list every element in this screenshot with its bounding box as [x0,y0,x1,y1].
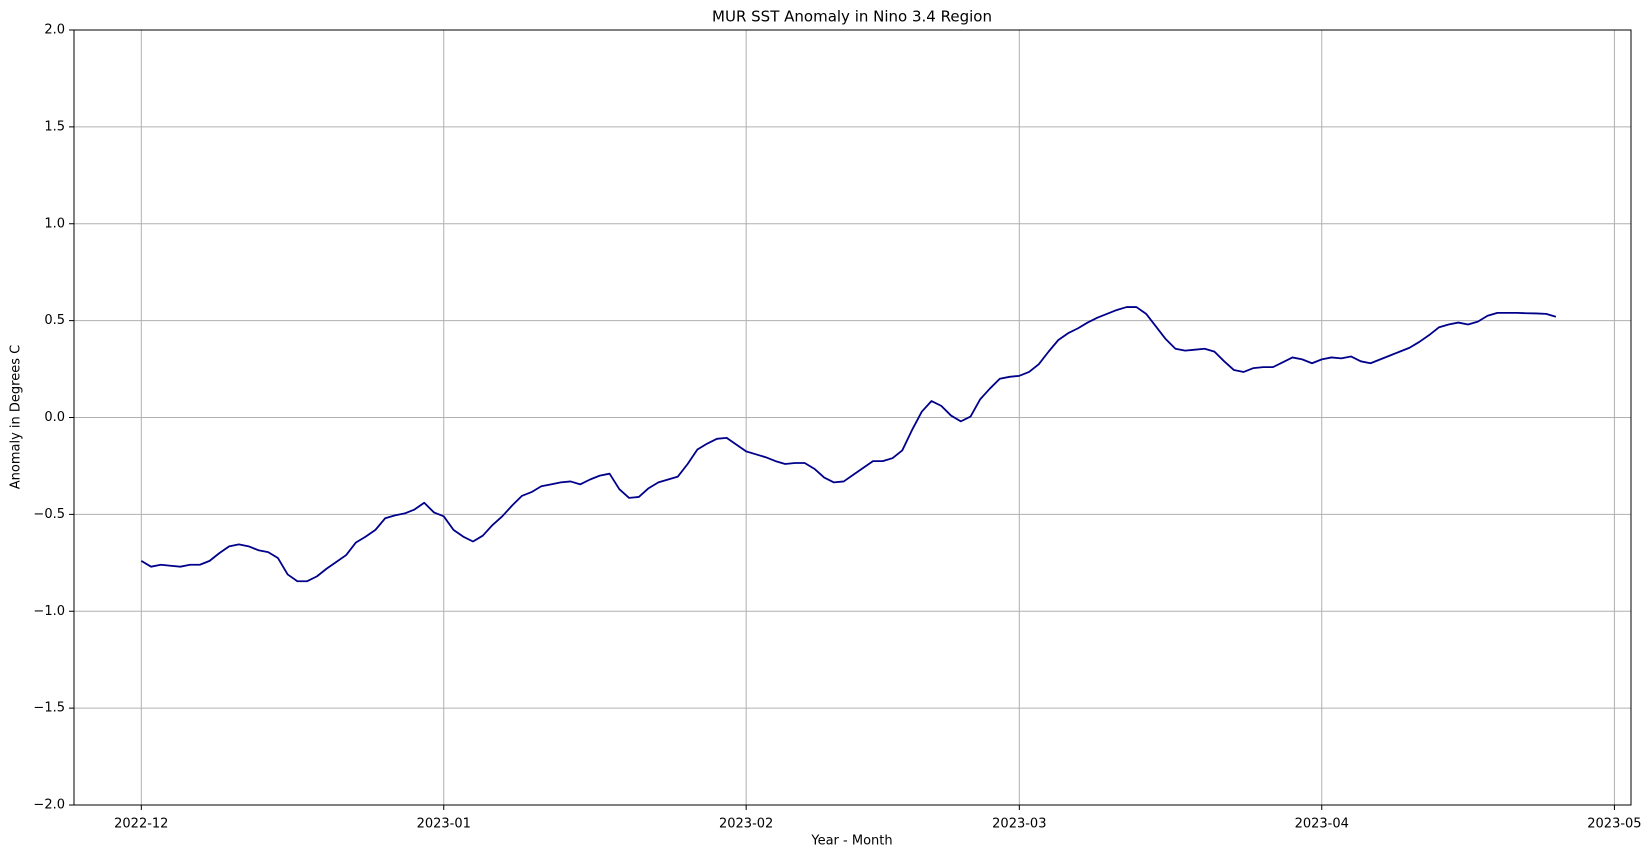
y-tick-label: −0.5 [33,507,65,522]
x-tick-label: 2023-01 [417,817,471,832]
data-line [140,306,1557,583]
y-tick-label: 0.5 [44,313,65,328]
y-tick-label: 1.0 [44,216,65,231]
y-tick-label: −1.5 [33,701,65,716]
chart-title: MUR SST Anomaly in Nino 3.4 Region [712,8,992,26]
x-tick-label: 2023-03 [992,817,1046,832]
x-tick-label: 2023-04 [1295,817,1349,832]
y-tick-label: 1.5 [44,119,65,134]
y-tick-label: −2.0 [33,798,65,813]
y-axis-label: Anomaly in Degrees C [9,345,24,489]
x-tick-label: 2023-05 [1587,817,1641,832]
x-axis-label: Year - Month [810,834,892,849]
y-tick-label: 0.0 [44,410,65,425]
y-tick-label: −1.0 [33,604,65,619]
x-tick-label: 2022-12 [114,817,168,832]
plot-frame [73,29,1632,806]
x-tick-label: 2023-02 [719,817,773,832]
y-tick-label: 2.0 [44,23,65,38]
